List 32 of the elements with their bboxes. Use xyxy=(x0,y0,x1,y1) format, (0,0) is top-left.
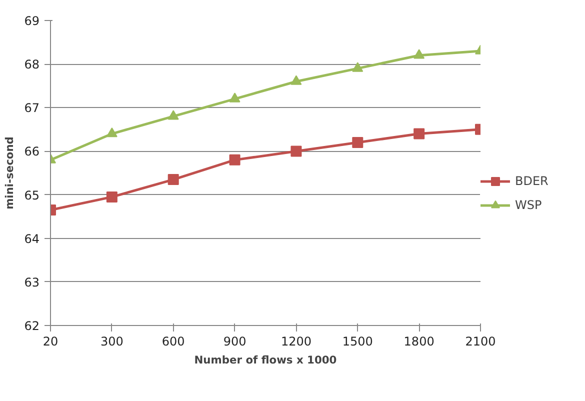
y-tick-label: 64 xyxy=(24,232,40,246)
legend-label: BDER xyxy=(515,174,548,188)
x-tick-label: 1200 xyxy=(280,334,312,348)
x-tick-label: 300 xyxy=(100,334,124,348)
point xyxy=(168,174,179,186)
point xyxy=(106,128,118,138)
point xyxy=(352,137,364,148)
x-tick-label: 900 xyxy=(223,334,246,348)
point xyxy=(352,62,364,72)
y-tick-label: 63 xyxy=(24,275,40,290)
point xyxy=(229,92,240,102)
x-tick-label: 20 xyxy=(42,334,58,348)
point xyxy=(290,75,302,85)
y-tick-label: 69 xyxy=(24,14,40,28)
legend-label: WSP xyxy=(515,198,542,212)
point xyxy=(414,128,425,140)
x-tick-label: 2100 xyxy=(465,334,496,348)
y-tick-label: 65 xyxy=(24,188,40,202)
point xyxy=(229,154,240,166)
x-tick-label: 1500 xyxy=(342,334,373,348)
y-tick-label: 66 xyxy=(24,144,40,159)
y-tick-label: 62 xyxy=(24,319,40,333)
point xyxy=(414,49,425,59)
x-axis-title: Number of flows x 1000 xyxy=(194,354,337,366)
point xyxy=(290,146,302,157)
point xyxy=(168,110,179,120)
y-tick-label: 68 xyxy=(24,58,40,72)
point xyxy=(106,191,118,202)
x-tick-label: 1800 xyxy=(404,334,434,348)
y-axis-title: mini-second xyxy=(3,136,16,210)
y-tick-label: 67 xyxy=(24,101,40,116)
x-tick-label: 600 xyxy=(162,334,185,348)
